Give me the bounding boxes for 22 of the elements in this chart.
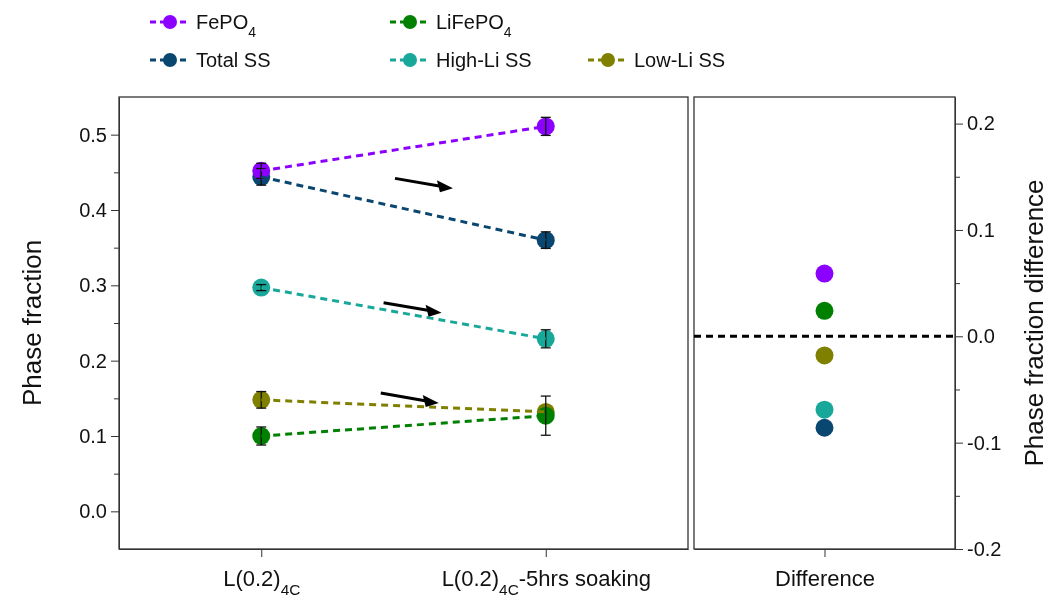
y-tick-label: 0.4 [79,198,107,221]
x-tick-label: L(0.2)$_{4C}$ [223,566,301,598]
y-tick-label: 0.2 [79,349,107,372]
y2-tick-label: 0.2 [967,112,995,135]
y-tick-label: 0.3 [79,274,107,297]
legend-label: Low-Li SS [634,49,726,71]
y2-tick-label: 0.1 [967,218,995,241]
legend-label: FePO$_{4}$ [196,11,257,40]
y-axis-title: Phase fraction [17,239,47,407]
y2-tick-label: -0.2 [967,537,1002,560]
point [536,329,555,348]
x-tick-label: L(0.2)$_{4C}$-5hrs soaking [441,566,651,598]
y-tick-label: 0.0 [79,500,107,523]
y-tick-label: 0.5 [79,123,107,146]
legend-label: High-Li SS [436,49,532,71]
y2-axis-title: Phase fraction difference [1019,179,1049,467]
x-tick-label: Difference [775,566,875,592]
legend-label: Total SS [196,49,271,71]
y2-tick-label: -0.1 [967,431,1002,454]
legend-label: LiFePO$_{4}$ [436,11,512,40]
y-tick-label: 0.1 [79,424,107,447]
y2-tick-label: 0.0 [967,325,995,348]
